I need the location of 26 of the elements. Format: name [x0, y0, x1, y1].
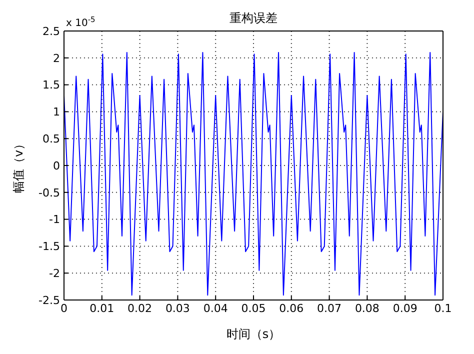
x-tick-label: 0.02 [128, 302, 152, 315]
y-tick-label: -1 [49, 213, 60, 226]
x-tick-label: 0.08 [354, 302, 380, 315]
y-axis-title: 幅值（v） [11, 138, 26, 194]
x-tick-label: 0.04 [203, 302, 228, 315]
y-tick-label: -1.5 [38, 240, 60, 254]
y-tick-label: 2.5 [42, 24, 60, 38]
y-tick-label: 0.5 [42, 132, 60, 146]
y-tick-label: 1.5 [42, 78, 60, 92]
x-tick-label: 0.09 [392, 302, 418, 315]
y-tick-label: -2.5 [38, 294, 60, 307]
y-tick-label: 0 [53, 159, 60, 172]
y-tick-label: 2 [53, 52, 60, 65]
x-tick-label: 0.05 [241, 302, 266, 315]
line-series [64, 52, 443, 296]
x-tick-label: 0.1 [434, 302, 452, 315]
x-axis-title: 时间（s） [226, 327, 281, 341]
x-tick-label: 0.01 [90, 302, 114, 315]
y-tick-label: 1 [53, 106, 60, 119]
x-tick-label: 0.06 [279, 302, 304, 315]
y-tick-label: -0.5 [38, 186, 60, 200]
x-tick-label: 0.07 [317, 302, 342, 315]
y-tick-label: -2 [49, 267, 60, 280]
x-tick-label: 0.03 [165, 302, 190, 315]
text: x 10$^{-5}$ [66, 14, 96, 29]
chart-title: 重构误差 [230, 11, 278, 25]
